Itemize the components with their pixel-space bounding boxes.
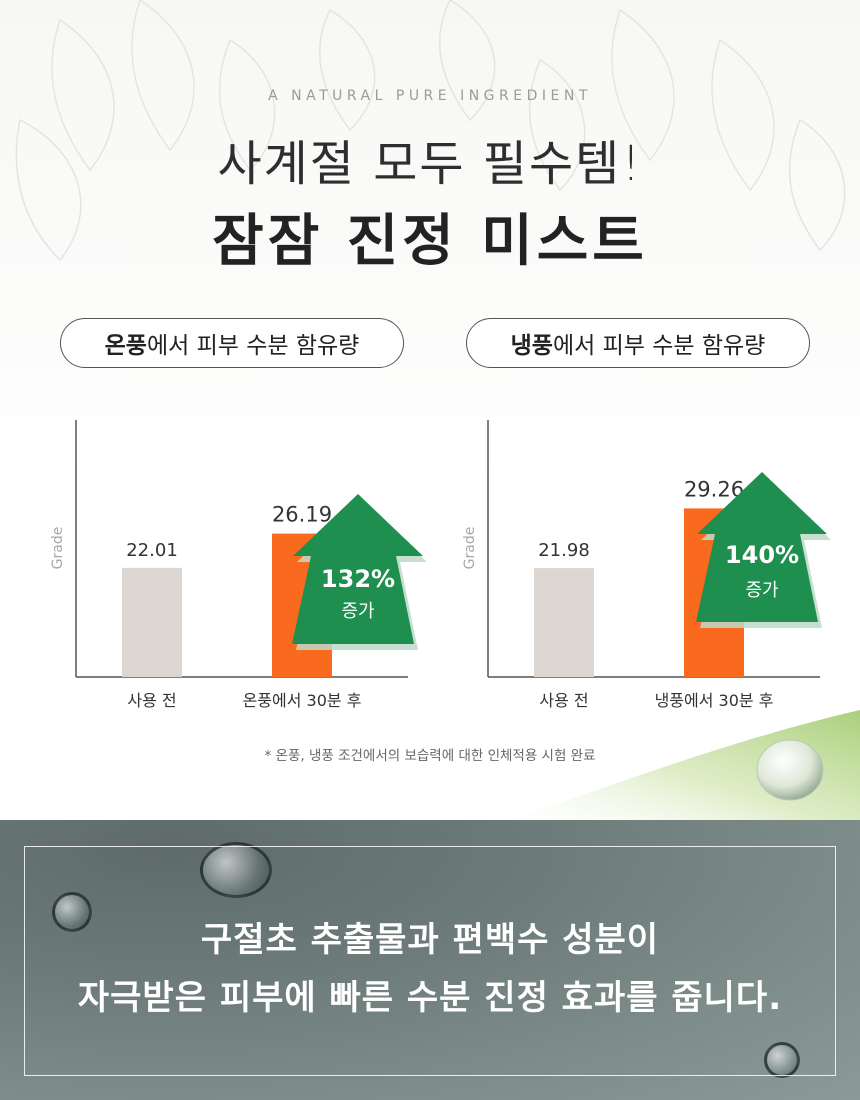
increase-text-label: 증가 [341,601,374,622]
bubble-decoration [764,1042,800,1078]
bar-value-label: 29.26 [684,477,744,501]
headline-product-title: 잠잠 진정 미스트 [212,209,648,274]
increase-arrow [292,494,423,644]
bottom-message-line-2: 자극받은 피부에 빠른 수분 진정 효과를 줍니다. [77,978,783,1018]
bar-value-label: 26.19 [272,503,332,527]
x-tick-label: 사용 전 [539,691,588,710]
warm-air-chart-title-pill: 온풍 에서 피부 수분 함유량 [60,318,404,368]
bar-charts: Grade 22.01 사용 전 26.19 온풍에서 30분 후 132% 증가 Grade… [50,420,831,710]
leaf-pattern-decoration [15,0,846,262]
top-section [0,0,860,820]
x-tick-label: 냉풍에서 30분 후 [655,691,774,710]
increase-arrow [696,472,827,622]
cool-air-chart-title-pill: 냉풍 에서 피부 수분 함유량 [466,318,810,368]
bar-value-label: 22.01 [126,540,178,561]
increase-text-label: 증가 [745,580,778,601]
increase-percent-label: 140% [725,541,799,569]
bubble-decoration [52,892,92,932]
x-tick-label: 온풍에서 30분 후 [243,691,362,710]
x-tick-label: 사용 전 [127,691,176,710]
footnote: * 온풍, 냉풍 조건에서의 보습력에 대한 인체적용 시험 완료 [264,748,596,764]
y-axis-label: Grade [462,527,478,570]
y-axis-label: Grade [50,527,66,570]
bottom-message-line-1: 구절초 추출물과 편백수 성분이 [200,920,660,960]
leaf-with-droplet-image [480,700,860,830]
bottom-frame-border [24,846,836,1076]
pill-bold-word: 냉풍 [510,333,553,359]
headline-subtitle: 사계절 모두 필수템! [217,136,643,192]
bar-before-use [122,567,182,677]
bottom-banner: 구절초 추출물과 편백수 성분이 자극받은 피부에 빠른 수분 진정 효과를 줍… [0,820,860,1100]
pill-rest-text: 에서 피부 수분 함유량 [146,333,360,359]
pill-rest-text: 에서 피부 수분 함유량 [552,333,766,359]
bar-before-use [534,568,594,677]
bubble-decoration [200,842,272,898]
eyebrow-text: A NATURAL PURE INGREDIENT [268,88,592,104]
increase-percent-label: 132% [321,565,395,593]
bar-value-label: 21.98 [538,540,590,561]
pill-bold-word: 온풍 [104,333,147,359]
